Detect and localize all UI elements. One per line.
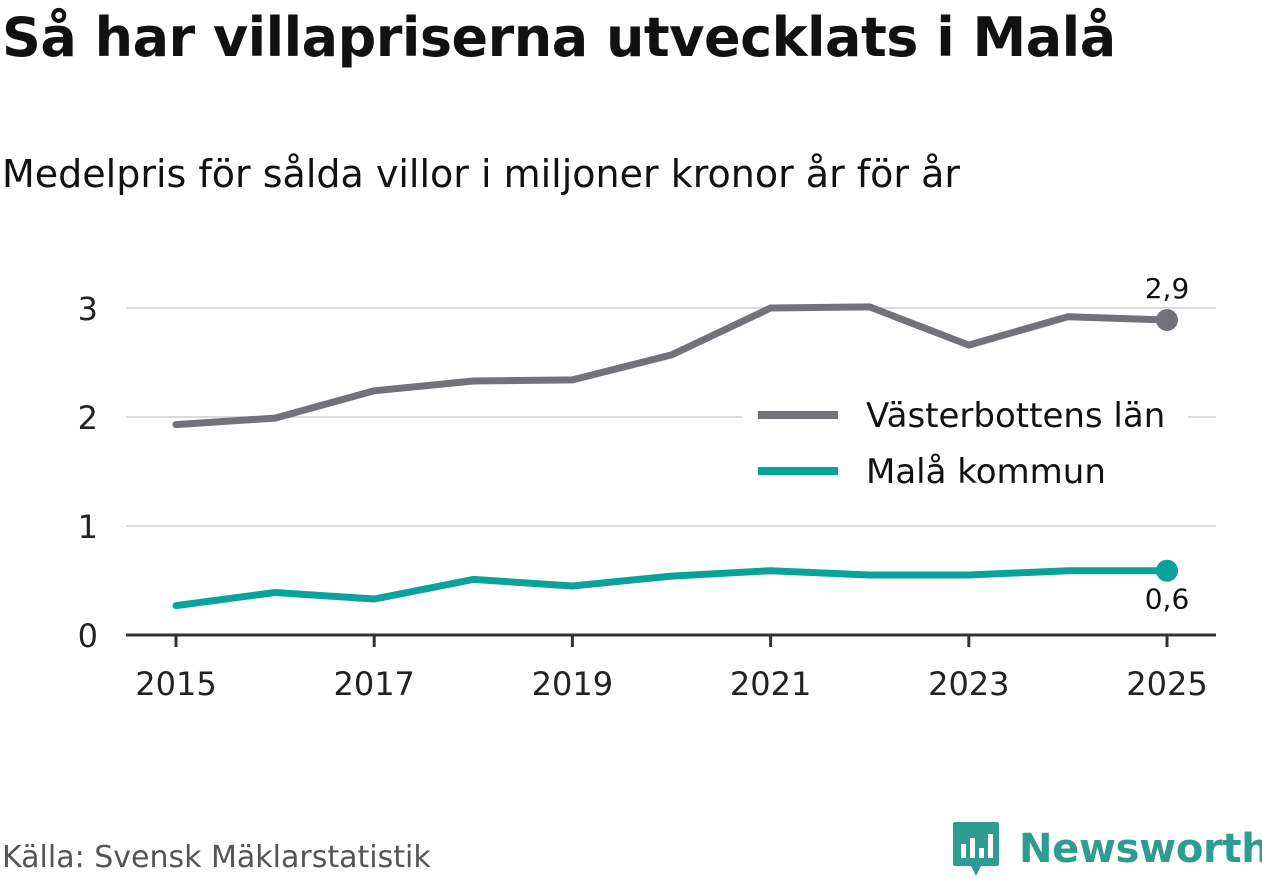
chart-title: Så har villapriserna utvecklats i Malå	[2, 6, 1116, 69]
x-tick-label: 2017	[333, 665, 414, 703]
chart-subtitle: Medelpris för sålda villor i miljoner kr…	[2, 152, 961, 196]
series-endpoint	[1156, 308, 1178, 331]
series-endpoint	[1156, 559, 1178, 582]
y-tick-label: 3	[78, 290, 98, 328]
y-tick-label: 0	[78, 617, 98, 655]
x-tick-label: 2019	[532, 665, 613, 703]
source-note: Källa: Svensk Mäklarstatistik	[2, 840, 431, 875]
series-line	[172, 567, 1171, 610]
brand-name: Newsworthy	[1019, 826, 1262, 872]
x-tick-label: 2015	[135, 665, 216, 703]
x-tick-label: 2023	[928, 665, 1009, 703]
legend-label: Malå kommun	[866, 452, 1106, 492]
y-tick-label: 1	[78, 508, 98, 546]
end-value-label: 0,6	[1145, 583, 1190, 616]
x-tick-label: 2021	[730, 665, 811, 703]
series-line	[172, 303, 1171, 429]
legend: Västerbottens län Malå kommun	[742, 389, 1188, 495]
x-axis: 2015 2017 2019 2021 2023 2025	[126, 633, 1216, 703]
brand-logo: Newsworthy	[951, 820, 1262, 878]
newsworthy-logo-icon	[953, 822, 999, 876]
end-value-label: 2,9	[1145, 272, 1190, 305]
x-tick-label: 2025	[1126, 665, 1207, 703]
y-tick-label: 2	[78, 399, 98, 437]
series-lines: 2,9 0,6	[172, 272, 1190, 616]
legend-label: Västerbottens län	[866, 396, 1165, 436]
